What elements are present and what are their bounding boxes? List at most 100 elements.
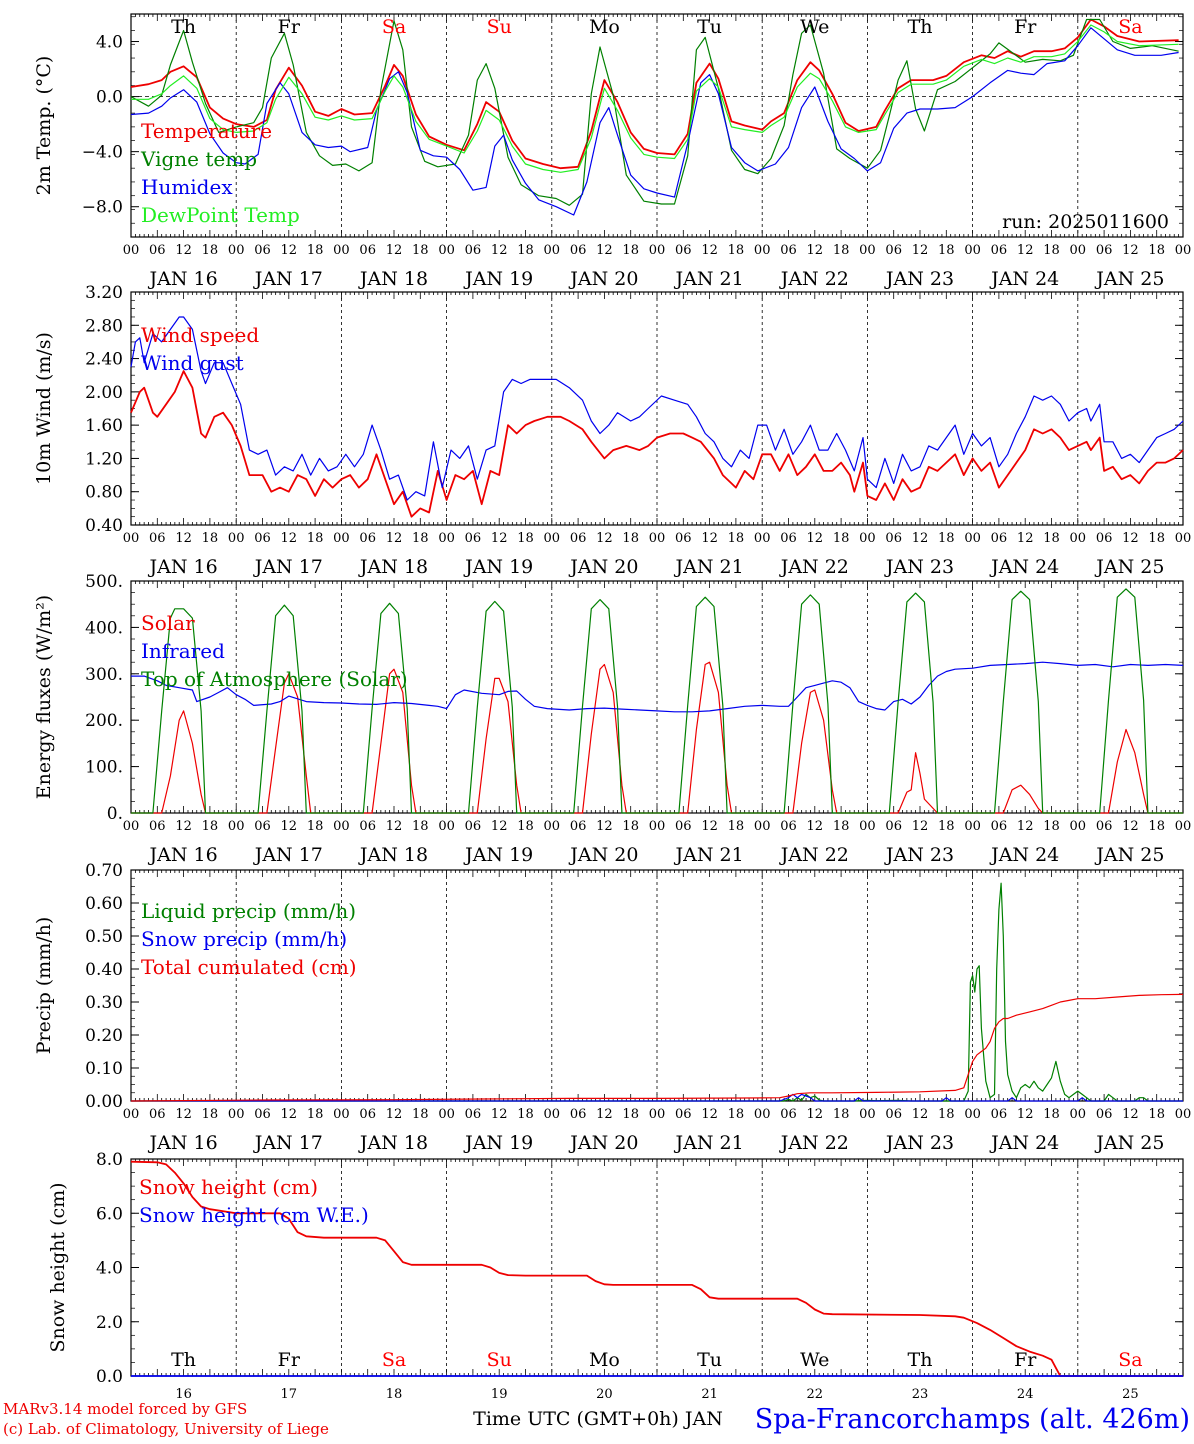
hour-tick-label: 18 [833,531,850,546]
y-tick-label: 0.0 [96,88,123,108]
date-label: JAN 25 [1094,1132,1164,1154]
hour-tick-label: 12 [1017,243,1034,258]
hour-tick-label: 18 [622,243,639,258]
hour-tick-label: 12 [1122,531,1139,546]
hour-tick-label: 18 [728,243,745,258]
y-tick-label: 200. [85,711,123,731]
hour-tick-label: 00 [964,243,981,258]
day-number-label: 21 [701,1387,718,1402]
hour-tick-label: 12 [386,243,403,258]
legend-label: Humidex [141,175,233,199]
hour-tick-label: 00 [333,819,350,834]
hour-tick-label: 18 [1148,531,1165,546]
hour-tick-label: 00 [228,819,245,834]
date-label: JAN 19 [463,268,533,290]
hour-tick-label: 00 [1070,819,1087,834]
hour-tick-label: 12 [701,1107,718,1122]
hour-tick-label: 06 [570,819,587,834]
hour-tick-label: 00 [333,243,350,258]
hour-tick-label: 12 [175,243,192,258]
weekday-label: Sa [1118,1349,1142,1371]
legend-label: DewPoint Temp [141,203,300,227]
hour-tick-label: 12 [491,243,508,258]
date-label: JAN 16 [148,268,218,290]
hour-tick-label: 06 [465,1107,482,1122]
hour-tick-label: 06 [149,531,166,546]
hour-tick-label: 12 [491,531,508,546]
hour-tick-label: 00 [1175,531,1192,546]
y-tick-label: 0. [107,804,123,824]
hour-tick-label: 00 [859,819,876,834]
date-label: JAN 17 [253,1132,323,1154]
panel-3: 0. 100. 200. 300. 400. 500. Energy fluxes (W/m… [33,572,1191,866]
hour-tick-label: 06 [359,243,376,258]
y-tick-label: 0.10 [85,1059,123,1079]
series-line [131,1093,1183,1102]
date-label: JAN 19 [463,1132,533,1154]
panel-1: 4.0 0.0 −4.0 −8.0 2m Temp. (°C) Temperature Vi… [33,13,1191,290]
date-label: JAN 23 [884,1132,954,1154]
y-tick-label: 4.0 [96,33,123,53]
hour-tick-label: 12 [386,819,403,834]
series-line [130,316,1184,501]
hour-tick-label: 00 [544,531,561,546]
date-label: JAN 23 [884,556,954,578]
y-tick-label: 2.40 [85,350,123,370]
series-line [130,1160,1183,1377]
run-label: run: 2025011600 [1002,211,1169,233]
weekday-label: Su [487,1349,512,1371]
hour-tick-label: 00 [123,1107,140,1122]
hour-tick-label: 00 [859,531,876,546]
weekday-label: Th [908,1349,933,1371]
hour-tick-label: 06 [885,819,902,834]
date-label: JAN 16 [148,844,218,866]
hour-tick-label: 18 [1043,819,1060,834]
hour-tick-label: 18 [833,1107,850,1122]
date-label: JAN 18 [358,1132,428,1154]
date-label: JAN 18 [358,844,428,866]
hour-tick-label: 06 [675,819,692,834]
station-name: Spa-Francorchamps (alt. 426m) [755,1404,1190,1435]
weekday-label: Fr [1014,1349,1037,1371]
day-number-label: 20 [596,1387,613,1402]
hour-tick-label: 06 [570,1107,587,1122]
hour-tick-label: 00 [438,531,455,546]
series-line [130,993,1184,1102]
date-label: JAN 21 [674,1132,744,1154]
hour-tick-label: 00 [228,531,245,546]
legend-label: Infrared [141,639,225,663]
hour-tick-label: 00 [964,819,981,834]
panel-4: 0.00 0.10 0.20 0.30 0.40 0.50 0.60 0.70 Precip (… [33,861,1191,1154]
weekday-label: Fr [278,1349,301,1371]
weekday-label: Sa [382,16,406,38]
hour-tick-label: 12 [386,1107,403,1122]
hour-tick-label: 00 [1175,1107,1192,1122]
hour-tick-label: 00 [438,1107,455,1122]
y-tick-label: 0.00 [85,1092,123,1112]
y-tick-label: 2.80 [85,316,123,336]
date-label: JAN 21 [674,268,744,290]
hour-tick-label: 18 [622,819,639,834]
hour-tick-label: 18 [1043,1107,1060,1122]
date-label: JAN 25 [1094,268,1164,290]
date-label: JAN 22 [779,268,849,290]
hour-tick-label: 18 [202,819,219,834]
hour-tick-label: 18 [202,1107,219,1122]
hour-tick-label: 18 [833,819,850,834]
hour-tick-label: 06 [675,531,692,546]
date-label: JAN 25 [1094,844,1164,866]
date-label: JAN 25 [1094,556,1164,578]
date-label: JAN 22 [779,1132,849,1154]
hour-tick-label: 06 [991,819,1008,834]
hour-tick-label: 06 [991,1107,1008,1122]
hour-tick-label: 00 [859,243,876,258]
legend-label: Vigne temp [140,147,257,171]
hour-tick-label: 06 [1096,243,1113,258]
date-label: JAN 24 [989,556,1059,578]
date-label: JAN 24 [989,844,1059,866]
hour-tick-label: 18 [938,819,955,834]
hour-tick-label: 00 [333,531,350,546]
hour-tick-label: 06 [149,819,166,834]
y-axis-label: 2m Temp. (°C) [33,56,55,196]
date-label: JAN 16 [148,1132,218,1154]
